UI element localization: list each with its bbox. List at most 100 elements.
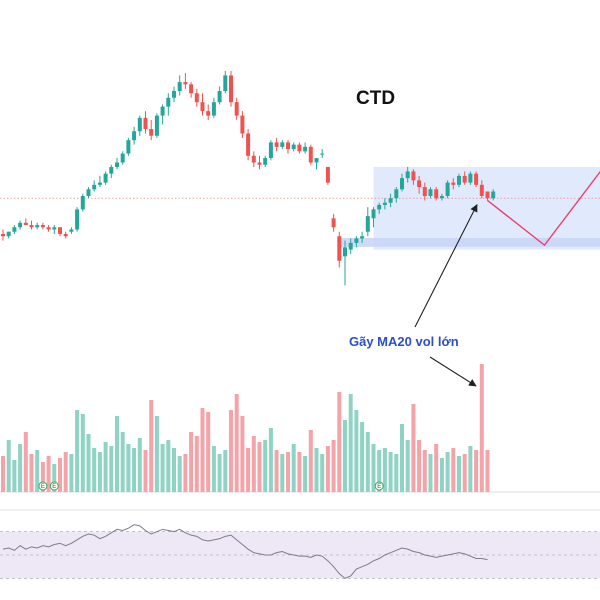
candle-body	[451, 182, 456, 185]
candle-body	[109, 166, 114, 174]
volume-bar	[434, 444, 439, 492]
candle-body	[434, 189, 439, 199]
candle-body	[69, 229, 74, 232]
volume-bar	[35, 450, 40, 492]
candle-body	[331, 218, 336, 228]
volume-bar	[97, 452, 102, 492]
volume-bar	[308, 430, 313, 492]
volume-bar	[240, 416, 245, 492]
volume-bar	[46, 456, 51, 492]
volume-bar	[6, 440, 11, 492]
candle-body	[491, 191, 496, 199]
candle-body	[80, 196, 85, 210]
candle-body	[160, 106, 165, 116]
candle-body	[126, 140, 131, 154]
volume-layer	[1, 364, 490, 492]
consolidation-zone-layer	[338, 166, 600, 250]
candle-body	[240, 115, 245, 134]
candle-body	[394, 189, 399, 199]
volume-bar	[331, 440, 336, 492]
volume-bar	[206, 412, 211, 492]
candle-body	[360, 236, 365, 239]
candle-body	[388, 198, 393, 203]
volume-bar	[457, 456, 461, 492]
volume-bar	[325, 446, 330, 492]
volume-bar	[29, 454, 34, 492]
volume-bar	[303, 456, 308, 492]
volume-bar	[172, 448, 176, 492]
volume-bar	[103, 442, 108, 492]
volume-bar	[137, 438, 142, 492]
candle-body	[405, 171, 410, 179]
volume-bar	[382, 448, 387, 492]
candle-body	[103, 173, 108, 183]
candle-body	[343, 247, 347, 257]
volume-bar	[177, 456, 182, 492]
volume-bar	[417, 440, 422, 492]
candle-body	[211, 102, 216, 116]
volume-bar	[109, 446, 114, 492]
candle-body	[217, 91, 222, 103]
candle-body	[462, 175, 467, 183]
volume-bar	[286, 452, 290, 492]
volume-bar	[149, 400, 154, 492]
candle-body	[166, 97, 171, 107]
volume-bar	[462, 454, 467, 492]
support-band	[338, 237, 600, 247]
volume-bar	[314, 448, 319, 492]
volume-bar	[422, 450, 427, 492]
volume-bar	[154, 416, 159, 492]
volume-bar	[120, 432, 125, 492]
candle-body	[468, 173, 473, 183]
volume-bar	[80, 414, 85, 492]
rsi-panel	[0, 509, 600, 579]
candle-body	[115, 162, 119, 167]
candle-body	[194, 93, 199, 103]
volume-bar	[189, 432, 194, 492]
volume-bar	[257, 442, 262, 492]
candle-body	[52, 227, 57, 230]
volume-bar	[280, 454, 285, 492]
candle-body	[297, 144, 302, 152]
candle-body	[325, 166, 330, 183]
volume-bar	[63, 452, 68, 492]
volume-bar	[485, 450, 490, 492]
volume-bar	[115, 416, 119, 492]
candle-body	[137, 117, 142, 132]
consolidation-zone	[373, 166, 600, 250]
candle-body	[485, 191, 490, 199]
volume-bar	[23, 432, 28, 492]
volume-bar	[132, 448, 137, 492]
candle-body	[149, 129, 154, 136]
volume-bar	[394, 454, 399, 492]
volume-bar	[337, 392, 342, 492]
candle-body	[189, 84, 194, 94]
volume-bar	[40, 462, 45, 492]
event-marker-label: E	[377, 484, 381, 490]
event-marker	[38, 481, 48, 491]
volume-bar	[405, 440, 410, 492]
candle-body	[18, 222, 23, 228]
candle-body	[422, 187, 427, 196]
candle-body	[251, 155, 256, 163]
volume-bar	[234, 394, 239, 492]
volume-bar	[86, 434, 91, 492]
rsi-line	[2, 524, 488, 579]
candle-body	[229, 75, 233, 103]
candle-body	[246, 133, 251, 156]
candle-body	[177, 82, 182, 92]
volume-bar	[229, 410, 233, 492]
annotation-text: Gãy MA20 vol lớn	[349, 334, 459, 349]
volume-bar	[75, 410, 80, 492]
volume-bar	[126, 444, 131, 492]
candle-body	[46, 227, 51, 230]
candle-body	[257, 162, 262, 165]
volume-bar	[428, 454, 433, 492]
volume-bar	[18, 444, 23, 492]
candle-body	[439, 196, 444, 199]
candle-body	[172, 91, 176, 98]
candle-body	[12, 227, 17, 232]
candle-body	[337, 236, 342, 261]
